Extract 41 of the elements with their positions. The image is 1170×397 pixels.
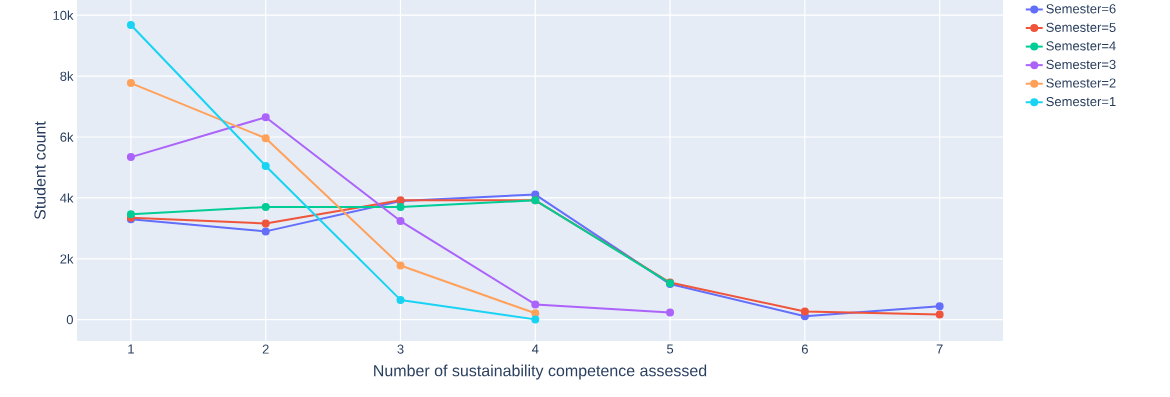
legend-label: Semester=4	[1046, 41, 1116, 51]
point	[261, 219, 270, 228]
point	[531, 309, 540, 318]
x-tick-label: 6	[801, 344, 808, 354]
point	[261, 134, 270, 143]
point	[531, 315, 540, 324]
point	[531, 300, 540, 309]
point	[800, 307, 809, 316]
point	[261, 161, 270, 170]
y-tick-label: 8k	[60, 71, 74, 81]
x-tick-label: 7	[936, 344, 943, 354]
point	[261, 227, 270, 236]
x-tick-label: 4	[531, 344, 539, 354]
point	[935, 302, 944, 311]
point	[126, 153, 135, 162]
y-tick-label: 6k	[60, 132, 74, 142]
y-tick-label: 2k	[60, 254, 74, 264]
y-tick-label: 4k	[60, 193, 74, 203]
point	[935, 310, 944, 319]
legend-label: Semester=3	[1046, 59, 1116, 70]
x-tick-label: 5	[666, 344, 674, 354]
point	[261, 113, 270, 122]
legend-label: Semester=6	[1046, 4, 1116, 14]
point	[396, 295, 405, 304]
legend-label: Semester=2	[1046, 78, 1116, 88]
point	[396, 203, 405, 212]
point	[261, 203, 270, 212]
point	[396, 261, 405, 270]
y-tick-label: 10k	[53, 10, 74, 20]
point	[126, 20, 135, 29]
point	[666, 308, 675, 317]
legend-label: Semester=1	[1046, 96, 1116, 107]
legend-label: Semester=5	[1046, 22, 1116, 32]
y-axis-title: Student count	[33, 121, 46, 220]
x-tick-label: 1	[128, 344, 134, 354]
x-axis-title: Number of sustainability competence assessed	[374, 364, 707, 380]
point	[396, 217, 405, 226]
y-tick-label: 0	[66, 315, 73, 325]
x-tick-label: 2	[262, 344, 269, 354]
x-tick-label: 3	[397, 344, 404, 354]
point	[126, 79, 135, 88]
